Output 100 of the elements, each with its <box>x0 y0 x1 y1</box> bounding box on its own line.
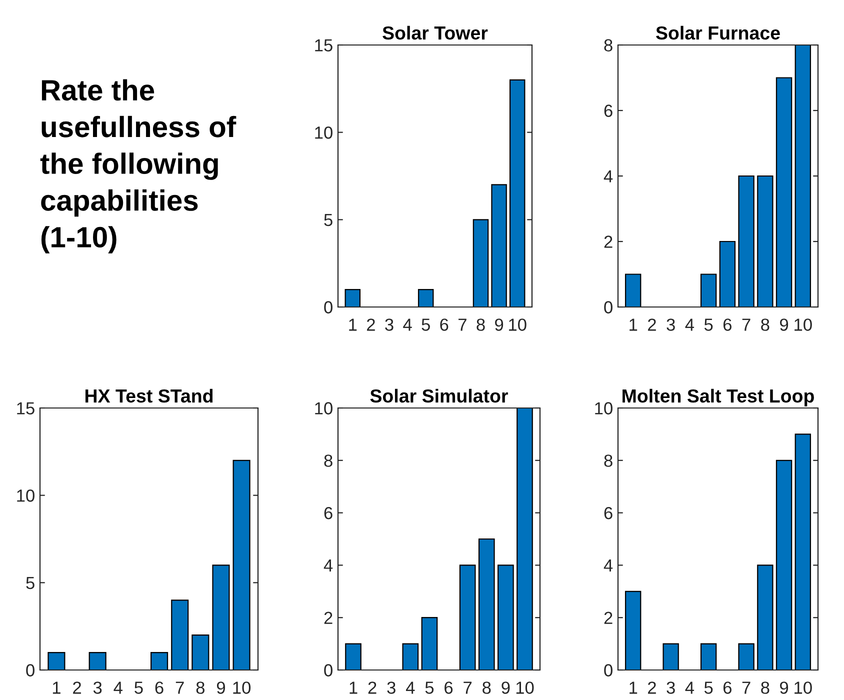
y-tick-label: 2 <box>324 612 332 624</box>
y-tick-label: 10 <box>595 402 612 414</box>
y-tick-label: 4 <box>604 170 613 182</box>
chart-title: Solar Simulator <box>370 388 508 403</box>
bar <box>700 643 717 670</box>
y-tick-label: 8 <box>604 454 612 467</box>
bar <box>491 184 507 307</box>
x-tick-label: 5 <box>704 682 713 694</box>
y-tick-label: 6 <box>324 506 332 520</box>
bar <box>472 219 489 307</box>
bar <box>738 643 754 670</box>
chart-title: Solar Furnace <box>656 26 780 40</box>
bar <box>624 590 642 670</box>
x-tick-label: 3 <box>387 682 396 694</box>
x-tick-label: 2 <box>648 318 656 331</box>
x-tick-label: 7 <box>464 682 472 694</box>
y-tick-label: 6 <box>604 104 612 117</box>
text: Rate the usefullness of the following capabilities (1-10) <box>40 79 236 254</box>
x-tick-label: 7 <box>176 682 184 694</box>
x-tick-label: 4 <box>403 318 412 331</box>
x-tick-label: 1 <box>630 682 638 694</box>
y-tick-label: 10 <box>315 402 332 414</box>
y-tick-label: 2 <box>604 612 612 624</box>
chart-title: Molten Salt Test Loop <box>622 388 814 406</box>
bar <box>794 45 812 307</box>
x-tick-label: 3 <box>666 682 675 694</box>
x-tick-label: 2 <box>368 682 376 694</box>
bar <box>402 643 419 670</box>
chart-title: Solar Tower <box>382 26 488 40</box>
y-tick-label: 8 <box>604 39 612 52</box>
x-tick-label: 7 <box>742 682 750 694</box>
x-tick-label: 3 <box>666 318 675 331</box>
bar <box>719 240 736 307</box>
x-tick-label: 5 <box>134 682 143 694</box>
x-tick-label: 9 <box>780 682 788 694</box>
x-tick-label: 10 <box>509 318 526 331</box>
bar <box>757 175 774 307</box>
x-tick-label: 6 <box>723 318 732 331</box>
y-tick-label: 15 <box>315 39 332 52</box>
y-tick-label: 0 <box>26 664 34 676</box>
x-tick-label: 2 <box>366 318 375 331</box>
x-tick-label: 1 <box>630 318 638 331</box>
x-tick-label: 8 <box>482 682 491 694</box>
bar <box>794 434 812 670</box>
x-tick-label: 9 <box>216 682 225 694</box>
bar <box>344 288 361 307</box>
y-tick-label: 5 <box>26 577 34 590</box>
bar <box>171 600 189 670</box>
y-tick-label: 10 <box>315 126 332 139</box>
x-tick-label: 10 <box>794 318 812 331</box>
y-tick-label: 2 <box>604 236 612 248</box>
chart-title: HX Test STand <box>85 388 213 403</box>
bar <box>478 538 495 670</box>
x-tick-label: 5 <box>704 318 713 331</box>
x-tick-label: 4 <box>406 682 415 694</box>
x-tick-label: 4 <box>685 682 694 694</box>
x-tick-label: 4 <box>114 682 122 694</box>
bar <box>192 634 210 670</box>
bar <box>700 274 717 307</box>
x-tick-label: 8 <box>761 682 770 694</box>
bar <box>624 274 642 307</box>
y-tick-label: 4 <box>324 560 333 572</box>
bar <box>48 652 66 670</box>
x-tick-label: 6 <box>723 682 732 694</box>
bar <box>776 460 792 670</box>
y-tick-label: 0 <box>324 664 332 676</box>
x-tick-label: 5 <box>425 682 434 694</box>
x-tick-label: 9 <box>502 682 510 694</box>
y-tick-label: 10 <box>17 490 34 502</box>
x-tick-label: 2 <box>73 682 81 694</box>
bar <box>212 564 230 670</box>
x-tick-label: 3 <box>93 682 102 694</box>
bar <box>418 288 434 307</box>
bar <box>232 460 250 670</box>
bar <box>421 617 438 670</box>
x-tick-label: 9 <box>780 318 788 331</box>
x-tick-label: 10 <box>233 682 251 694</box>
x-tick-label: 1 <box>349 318 357 331</box>
x-tick-label: 8 <box>761 318 770 331</box>
x-tick-label: 2 <box>648 682 656 694</box>
y-tick-label: 8 <box>324 454 332 467</box>
x-tick-label: 7 <box>742 318 750 331</box>
bar <box>516 408 533 670</box>
x-tick-label: 10 <box>516 682 534 694</box>
x-tick-label: 9 <box>495 318 504 331</box>
x-tick-label: 3 <box>385 318 394 331</box>
x-tick-label: 6 <box>440 318 448 331</box>
x-tick-label: 8 <box>476 318 485 331</box>
y-tick-label: 0 <box>604 664 612 676</box>
bar <box>776 77 792 307</box>
y-tick-label: 0 <box>324 301 332 314</box>
x-tick-label: 1 <box>350 682 358 694</box>
bar <box>459 564 476 670</box>
y-tick-label: 5 <box>324 214 332 226</box>
bar <box>88 652 106 670</box>
x-tick-label: 5 <box>422 318 430 331</box>
bar <box>757 564 774 670</box>
y-tick-label: 15 <box>17 402 34 414</box>
y-tick-label: 4 <box>604 560 613 572</box>
x-tick-label: 6 <box>444 682 453 694</box>
